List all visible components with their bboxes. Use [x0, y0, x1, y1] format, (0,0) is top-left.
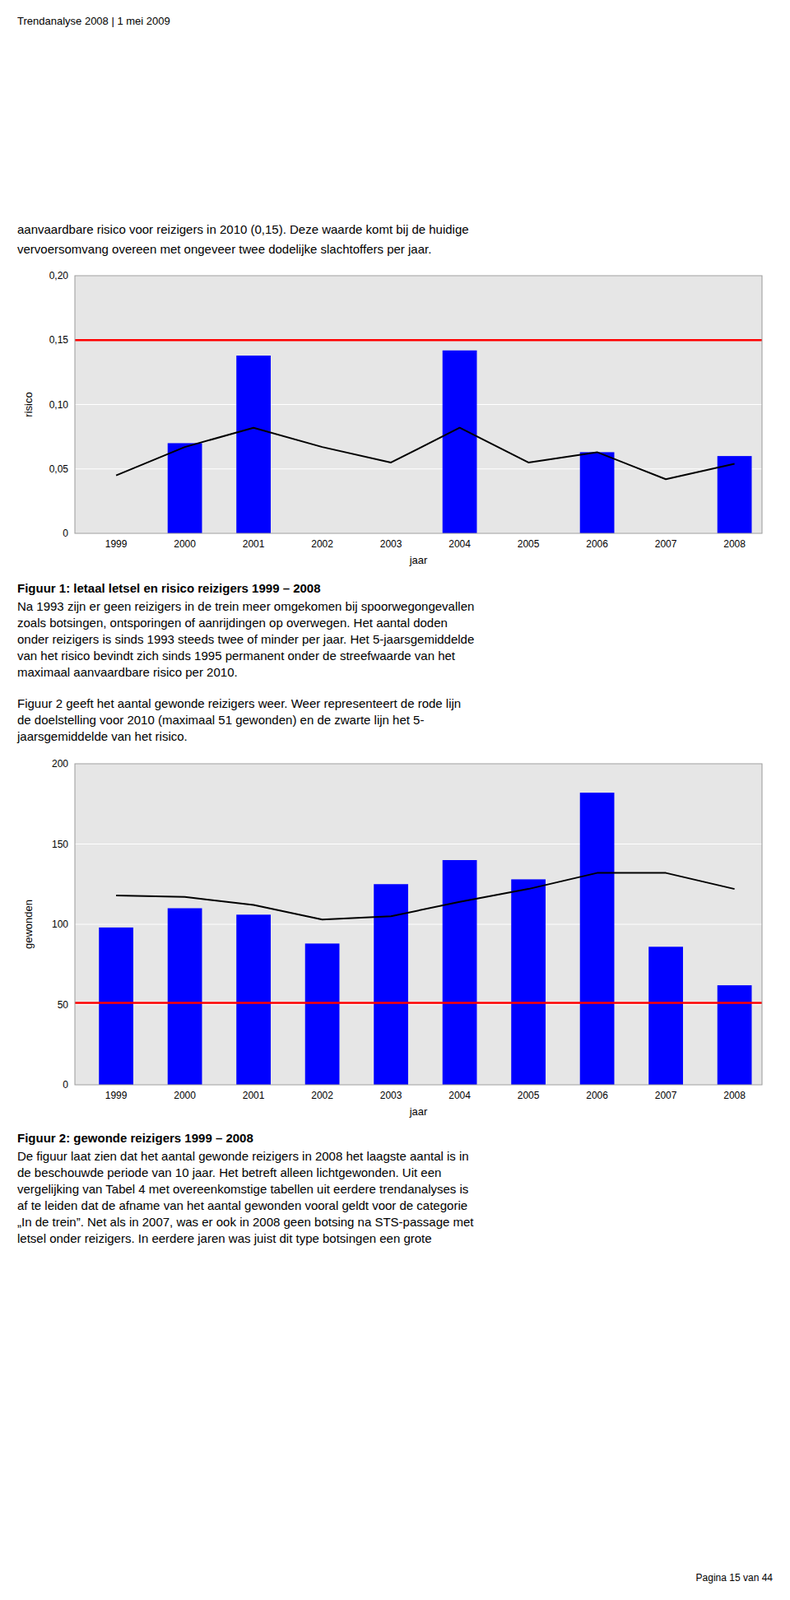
bar — [236, 355, 271, 534]
x-tick-label: 2000 — [173, 1089, 196, 1102]
x-tick-label: 2007 — [655, 1089, 678, 1102]
caption-text: maximaal aanvaardbare risico per 2010. — [17, 664, 238, 679]
plot-background — [74, 275, 763, 534]
y-tick-label: 0,15 — [49, 334, 70, 346]
x-tick-label: 2002 — [311, 1089, 334, 1102]
grid-line — [74, 404, 763, 405]
plot-frame — [74, 763, 763, 1085]
x-tick-label: 1999 — [105, 538, 128, 550]
caption-text: van het risico bevindt zich sinds 1995 p… — [17, 648, 456, 663]
x-tick-label: 2001 — [242, 538, 265, 550]
chart: 0 0,05 0,10 0,15 0,20 1999 2000 2001 2002 2003 200… — [22, 269, 763, 567]
caption-text: De figuur laat zien dat het aantal gewon… — [17, 1148, 470, 1163]
grid-line — [74, 339, 763, 341]
chart: 0 50 100 150 200 1999 2000 2001 2002 2003 2004 2005… — [22, 757, 763, 1118]
line — [116, 873, 735, 921]
x-tick-label: 2000 — [173, 538, 196, 550]
x-tick-label: 2003 — [380, 1089, 403, 1102]
body-text: Figuur 2 geeft het aantal gewonde reizig… — [17, 696, 461, 711]
footer: Pagina 15 van 44 — [696, 1571, 774, 1584]
x-tick-label: 2002 — [311, 538, 334, 550]
reference-line — [74, 339, 763, 342]
x-tick-label: 2005 — [517, 538, 540, 550]
body-text: jaarsgemiddelde van het risico. — [16, 729, 188, 744]
bar — [717, 455, 753, 534]
y-tick-label: 50 — [57, 999, 70, 1011]
caption-text: „In de trein”. Net als in 2007, was er o… — [17, 1214, 474, 1229]
bar — [442, 350, 478, 534]
y-tick-label: 0,10 — [49, 399, 70, 411]
y-tick-label: 200 — [51, 757, 69, 770]
x-tick-label: 2008 — [723, 1089, 746, 1102]
x-tick-label: 2004 — [448, 1089, 471, 1102]
page: Trendanalyse 2008 | 1 mei 2009 aanvaardba… — [0, 0, 790, 1600]
intro-text: aanvaardbare risico voor reizigers in 20… — [17, 222, 470, 237]
x-tick-label: 2008 — [723, 538, 746, 550]
x-axis-label: jaar — [408, 553, 428, 567]
caption-title: Figuur 2: gewonde reizigers 1999 – 2008 — [17, 1130, 254, 1145]
bar — [580, 451, 615, 534]
caption-text: letsel onder reizigers. In eerdere jaren… — [17, 1231, 433, 1246]
header: Trendanalyse 2008 | 1 mei 2009 — [17, 14, 171, 28]
caption-title: Figuur 1: letaal letsel en risico reizig… — [17, 580, 321, 595]
bar — [511, 878, 546, 1085]
caption-text: Na 1993 zijn er geen reizigers in de tre… — [17, 599, 474, 614]
bar — [580, 792, 615, 1085]
y-tick-label: 150 — [51, 838, 69, 851]
marks — [74, 339, 763, 534]
caption-text: vergelijking van Tabel 4 met overeenkoms… — [17, 1181, 469, 1196]
body-text: de doelstelling voor 2010 (maximaal 51 g… — [17, 712, 424, 727]
x-tick-label: 1999 — [105, 1089, 128, 1102]
plot-background — [74, 763, 763, 1085]
caption-text: de beschouwde periode van 10 jaar. Het b… — [17, 1165, 442, 1180]
bar — [167, 908, 203, 1086]
bar — [305, 943, 340, 1085]
x-tick-label: 2007 — [655, 538, 678, 550]
caption-text: onder reizigers is sinds 1993 steeds twe… — [17, 632, 474, 646]
x-tick-label: 2006 — [585, 538, 609, 550]
x-tick-label: 2003 — [380, 538, 403, 550]
marks — [74, 792, 763, 1085]
y-tick-label: 0 — [62, 527, 69, 540]
caption-text: af te leiden dat de afname van het aanta… — [17, 1198, 468, 1213]
x-tick-label: 2005 — [517, 1089, 540, 1102]
x-tick-label: 2004 — [448, 538, 471, 550]
grid-line — [74, 843, 763, 845]
bar — [442, 859, 478, 1085]
x-tick-label: 2001 — [242, 1089, 265, 1102]
caption-text: zoals botsingen, ontsporingen of aanrijd… — [17, 615, 448, 630]
bar — [717, 985, 753, 1085]
bar — [167, 442, 203, 534]
bar — [98, 927, 134, 1085]
x-tick-label: 2006 — [585, 1089, 609, 1102]
y-axis-label: gewonden — [22, 899, 35, 949]
plot-frame — [74, 275, 763, 534]
y-tick-label: 0 — [62, 1078, 69, 1091]
line — [116, 427, 735, 480]
y-tick-label: 0,05 — [49, 463, 70, 475]
y-axis-label: risico — [22, 391, 35, 417]
bar — [648, 946, 684, 1085]
y-tick-label: 100 — [51, 918, 69, 930]
bar — [236, 914, 271, 1085]
intro-text: vervoersomvang overeen met ongeveer twee… — [17, 241, 432, 256]
y-tick-label: 0,20 — [49, 269, 70, 282]
x-axis-label: jaar — [408, 1105, 428, 1118]
reference-line — [74, 1001, 763, 1004]
